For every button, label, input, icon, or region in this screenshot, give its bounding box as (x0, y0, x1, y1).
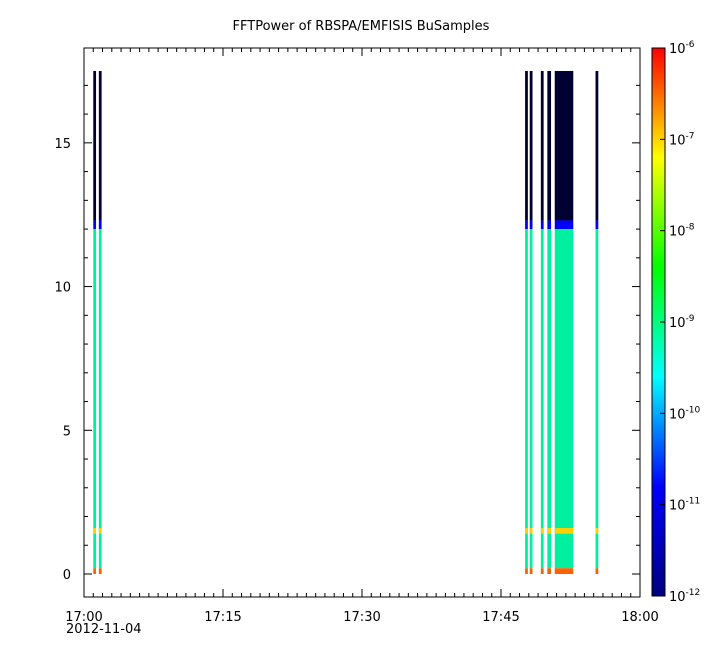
spectrogram-cell (529, 229, 533, 569)
spectrogram-cell (525, 528, 528, 534)
y-tick-label: 10 (54, 281, 71, 296)
colorbar-tick-label: 10-12 (669, 588, 700, 605)
spectrogram-cell (554, 229, 574, 569)
x-tick-label: 17:45 (482, 610, 519, 625)
spectrogram-cell (525, 220, 528, 230)
spectrogram-cell (525, 229, 528, 569)
spectrogram-cell (595, 220, 599, 230)
spectrogram-cell (93, 528, 97, 534)
x-axis: 17:00 17:15 17:30 17:45 18:00 (65, 48, 659, 625)
spectrogram-data (93, 70, 599, 575)
y-tick-label: 15 (54, 137, 71, 152)
spectrogram-cell (525, 70, 528, 221)
colorbar-tick-label: 10-10 (669, 405, 701, 422)
spectrogram-cell (547, 220, 552, 230)
spectrogram-cell (98, 229, 102, 569)
spectrogram-cell (540, 568, 544, 575)
spectrogram-cell (547, 568, 552, 575)
x-tick-label: 17:00 (65, 610, 102, 625)
y-tick-label: 5 (63, 424, 71, 439)
spectrogram-cell (529, 70, 533, 221)
spectrogram-cell (547, 229, 552, 569)
spectrogram-cell (93, 568, 97, 575)
x-tick-label: 17:15 (204, 610, 241, 625)
spectrogram-cell (595, 229, 599, 569)
spectrogram-cell (540, 528, 544, 534)
x-tick-label: 17:30 (343, 610, 380, 625)
spectrogram-cell (547, 70, 552, 221)
colorbar: 10-12 10-11 10-10 10-9 10-8 10-7 10-6 (651, 40, 701, 605)
spectrogram-cell (554, 568, 574, 575)
colorbar-tick-label: 10-11 (669, 497, 700, 514)
spectrogram-cell (525, 568, 528, 575)
spectrogram-cell (554, 220, 574, 230)
spectrogram-cell (529, 528, 533, 534)
spectrogram-cell (98, 220, 102, 230)
chart-title: FFTPower of RBSPA/EMFISIS BuSamples (233, 19, 490, 34)
y-tick-label: 0 (63, 568, 71, 583)
spectrogram-cell (554, 528, 574, 534)
colorbar-tick-label: 10-7 (669, 131, 695, 148)
spectrogram-cell (595, 70, 599, 221)
spectrogram-cell (540, 220, 544, 230)
plot-frame (83, 47, 641, 598)
spectrogram-cell (98, 528, 102, 534)
spectrogram-cell (529, 568, 533, 575)
colorbar-tick-label: 10-8 (669, 223, 695, 240)
spectrogram-cell (93, 229, 97, 569)
date-label: 2012-11-04 (66, 622, 142, 637)
spectrogram-cell (547, 528, 552, 534)
spectrogram-cell (98, 70, 102, 221)
colorbar-tick-label: 10-9 (669, 314, 695, 331)
spectrogram-cell (554, 70, 574, 221)
colorbar-tick-label: 10-6 (669, 40, 695, 57)
spectrogram-cell (540, 229, 544, 569)
spectrogram-cell (93, 70, 97, 221)
spectrogram-cell (93, 220, 97, 230)
spectrogram-cell (529, 220, 533, 230)
x-tick-label: 18:00 (621, 610, 658, 625)
spectrogram-cell (595, 568, 599, 575)
spectrogram-cell (595, 528, 599, 534)
spectrogram-cell (98, 568, 102, 575)
y-axis: 0 5 10 15 (54, 84, 640, 583)
spectrogram-cell (540, 70, 544, 221)
